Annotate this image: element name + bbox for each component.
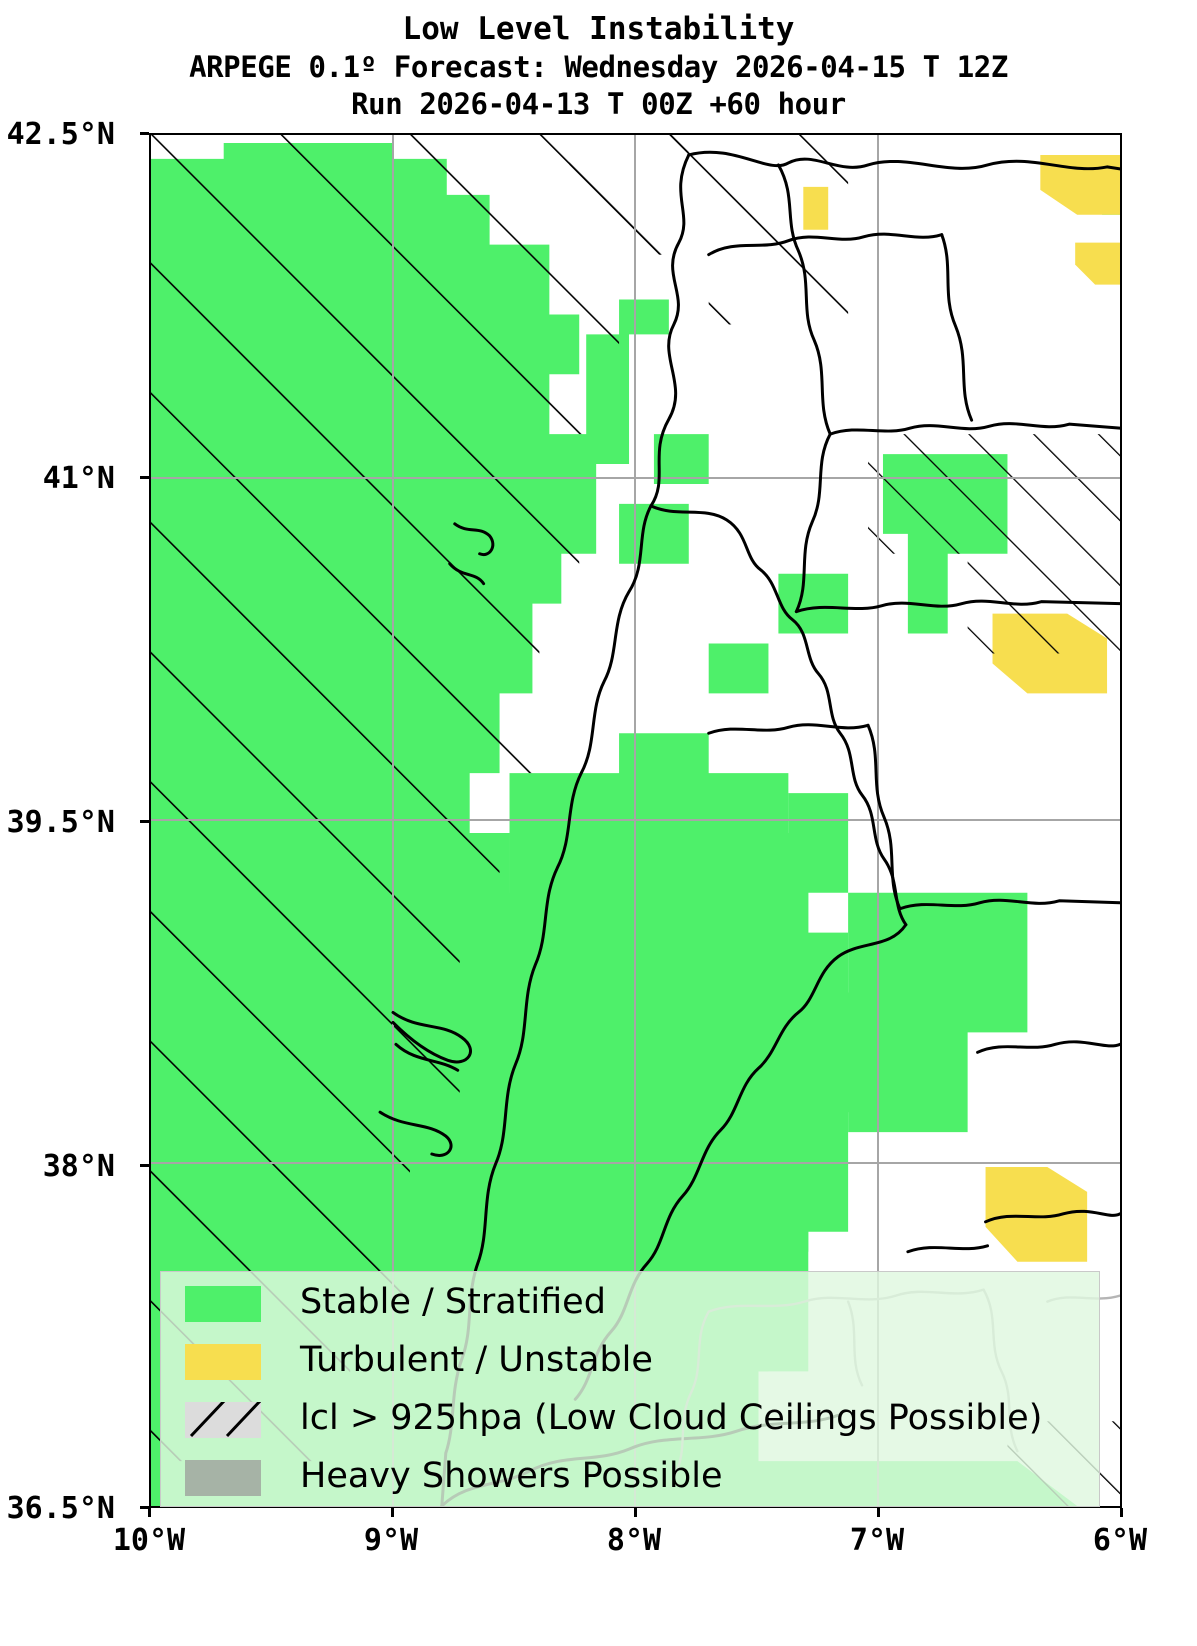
- x-tick-1: [391, 1508, 394, 1517]
- legend-hatch-icon: [189, 1402, 261, 1438]
- run-subtitle: Run 2026-04-13 T 00Z +60 hour: [351, 87, 846, 121]
- legend-swatch-yellow: [185, 1344, 261, 1380]
- y-axis-label-2: 39.5°N: [6, 805, 115, 840]
- x-tick-4: [1120, 1508, 1123, 1517]
- chart-title-block: Low Level Instability ARPEGE 0.1º Foreca…: [0, 0, 1197, 123]
- y-tick-4: [140, 1506, 149, 1509]
- legend-item-lcl: lcl > 925hpa (Low Cloud Ceilings Possibl…: [185, 1394, 1085, 1446]
- legend-item-stable: Stable / Stratified: [185, 1278, 1085, 1330]
- legend-label-lcl: lcl > 925hpa (Low Cloud Ceilings Possibl…: [300, 1398, 1043, 1438]
- map-legend: Stable / Stratified Turbulent / Unstable…: [160, 1271, 1100, 1507]
- x-axis-label-0: 10°W: [112, 1523, 186, 1558]
- x-axis-label-2: 8°W: [606, 1523, 662, 1558]
- y-axis-label-3: 38°N: [42, 1149, 115, 1184]
- page-title: Low Level Instability: [402, 11, 795, 47]
- legend-label-showers: Heavy Showers Possible: [300, 1456, 723, 1496]
- y-tick-0: [140, 132, 149, 135]
- forecast-subtitle: ARPEGE 0.1º Forecast: Wednesday 2026-04-…: [189, 50, 1008, 84]
- legend-swatch-grey: [185, 1460, 261, 1496]
- x-tick-3: [877, 1508, 880, 1517]
- x-axis-label-4: 6°W: [1092, 1523, 1148, 1558]
- legend-swatch-hatched: [185, 1402, 261, 1438]
- legend-label-turbulent: Turbulent / Unstable: [300, 1340, 653, 1380]
- y-axis-label-4: 36.5°N: [6, 1491, 115, 1526]
- x-axis-label-3: 7°W: [849, 1523, 905, 1558]
- legend-swatch-green: [185, 1286, 261, 1322]
- y-tick-3: [140, 1164, 149, 1167]
- y-tick-2: [140, 820, 149, 823]
- legend-item-turbulent: Turbulent / Unstable: [185, 1336, 1085, 1388]
- x-axis-label-1: 9°W: [363, 1523, 419, 1558]
- x-tick-0: [148, 1508, 151, 1517]
- legend-label-stable: Stable / Stratified: [300, 1282, 606, 1322]
- x-tick-2: [634, 1508, 637, 1517]
- y-axis-label-0: 42.5°N: [6, 117, 115, 152]
- legend-item-showers: Heavy Showers Possible: [185, 1452, 1085, 1504]
- lcl-hatch-overlay: [151, 135, 1120, 1506]
- y-tick-1: [140, 476, 149, 479]
- y-axis-label-1: 41°N: [42, 461, 115, 496]
